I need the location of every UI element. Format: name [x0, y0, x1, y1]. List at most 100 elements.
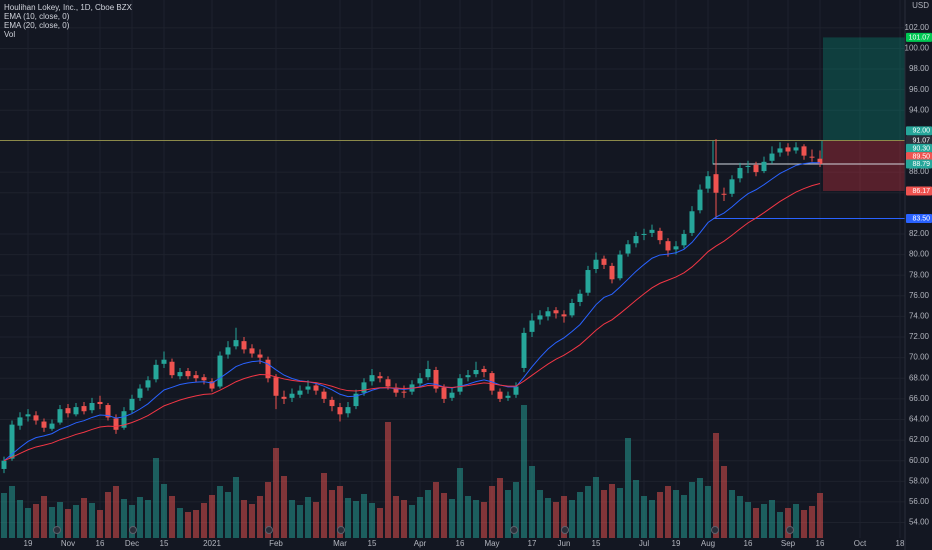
- event-icon[interactable]: [265, 526, 273, 534]
- candle-body: [465, 375, 471, 378]
- x-tick-label: 15: [592, 539, 601, 548]
- event-icon[interactable]: [337, 526, 345, 534]
- candle-body: [9, 424, 15, 459]
- candle-body: [49, 423, 55, 429]
- event-icon[interactable]: [129, 526, 137, 534]
- candle-body: [417, 378, 423, 384]
- volume-bar: [609, 484, 615, 538]
- candle-body: [769, 153, 775, 161]
- volume-bar: [41, 496, 47, 538]
- volume-bar: [801, 510, 807, 538]
- event-icon[interactable]: [510, 526, 518, 534]
- price-label: 90.30: [912, 145, 930, 152]
- volume-bar: [185, 512, 191, 538]
- x-tick-label: 16: [96, 539, 105, 548]
- x-tick-label: 16: [456, 539, 465, 548]
- volume-bar: [513, 482, 519, 538]
- candle-body: [537, 315, 543, 320]
- volume-bar: [169, 496, 175, 538]
- volume-bar: [601, 490, 607, 538]
- candle-body: [73, 407, 79, 415]
- candle-body: [753, 164, 759, 173]
- candle-body: [337, 407, 343, 415]
- candle-body: [305, 386, 311, 390]
- candle-body: [193, 375, 199, 379]
- event-icon[interactable]: [561, 526, 569, 534]
- candle-body: [609, 265, 615, 280]
- candle-body: [617, 254, 623, 279]
- volume-bar: [73, 505, 79, 538]
- candle-body: [785, 147, 791, 152]
- volume-bar: [49, 507, 55, 538]
- candle-body: [225, 347, 231, 355]
- price-label-bg: [906, 126, 932, 136]
- volume-bar: [145, 500, 151, 538]
- volume-bar: [457, 468, 463, 538]
- volume-bar: [137, 497, 143, 538]
- volume-bar: [289, 500, 295, 538]
- volume-bar: [745, 502, 751, 538]
- volume-bar: [425, 490, 431, 538]
- volume-bar: [657, 492, 663, 538]
- candle-body: [801, 146, 807, 156]
- candle-body: [713, 174, 719, 193]
- y-tick-label: 88.00: [909, 167, 930, 176]
- candle-body: [201, 377, 207, 381]
- main-layer: [1, 139, 823, 474]
- volume-bar: [537, 490, 543, 538]
- volume-bar: [737, 496, 743, 538]
- volume-bar: [249, 504, 255, 538]
- candle-body: [737, 167, 743, 179]
- x-tick-label: Aug: [701, 539, 715, 548]
- y-tick-label: 78.00: [909, 270, 930, 279]
- volume-bar: [809, 506, 815, 538]
- volume-bar: [273, 448, 279, 538]
- currency: USD: [912, 1, 929, 10]
- candle-body: [233, 340, 239, 347]
- event-icon[interactable]: [53, 526, 61, 534]
- volume-bar: [785, 508, 791, 538]
- volume-bar: [241, 500, 247, 538]
- y-tick-label: 64.00: [909, 415, 930, 424]
- candle-body: [473, 370, 479, 375]
- x-tick-label: Jun: [558, 539, 571, 548]
- candle-body: [313, 385, 319, 391]
- candle-body: [169, 361, 175, 376]
- candle-body: [257, 354, 263, 358]
- volume-bar: [409, 505, 415, 538]
- volume-bar: [217, 486, 223, 538]
- price-label: 92.00: [912, 128, 930, 135]
- event-icon[interactable]: [786, 526, 794, 534]
- candle-body: [665, 241, 671, 251]
- volume-bar: [57, 502, 63, 538]
- candle-body: [361, 382, 367, 393]
- candle-body: [153, 364, 159, 380]
- candle-body: [561, 314, 567, 317]
- price-axis-bg: [905, 0, 932, 550]
- volume-bar: [497, 478, 503, 538]
- candle-body: [633, 236, 639, 244]
- x-tick-label: 15: [160, 539, 169, 548]
- x-tick-label: Dec: [125, 539, 139, 548]
- candle-body: [57, 409, 63, 423]
- candle-body: [521, 332, 527, 368]
- candle-body: [113, 418, 119, 430]
- event-icon[interactable]: [711, 526, 719, 534]
- y-tick-label: 76.00: [909, 291, 930, 300]
- volume-bar: [337, 486, 343, 538]
- y-tick-label: 60.00: [909, 456, 930, 465]
- y-tick-label: 70.00: [909, 353, 930, 362]
- candle-body: [241, 341, 247, 350]
- candle-body: [369, 375, 375, 382]
- stop-zone: [823, 140, 905, 191]
- candle-body: [441, 387, 447, 399]
- price-label: 83.50: [912, 215, 930, 222]
- volume-bar: [369, 503, 375, 538]
- volume-bar: [481, 502, 487, 538]
- candle-body: [33, 415, 39, 421]
- x-tick-label: 2021: [203, 539, 221, 548]
- candle-body: [217, 355, 223, 387]
- volume-bar: [385, 422, 391, 538]
